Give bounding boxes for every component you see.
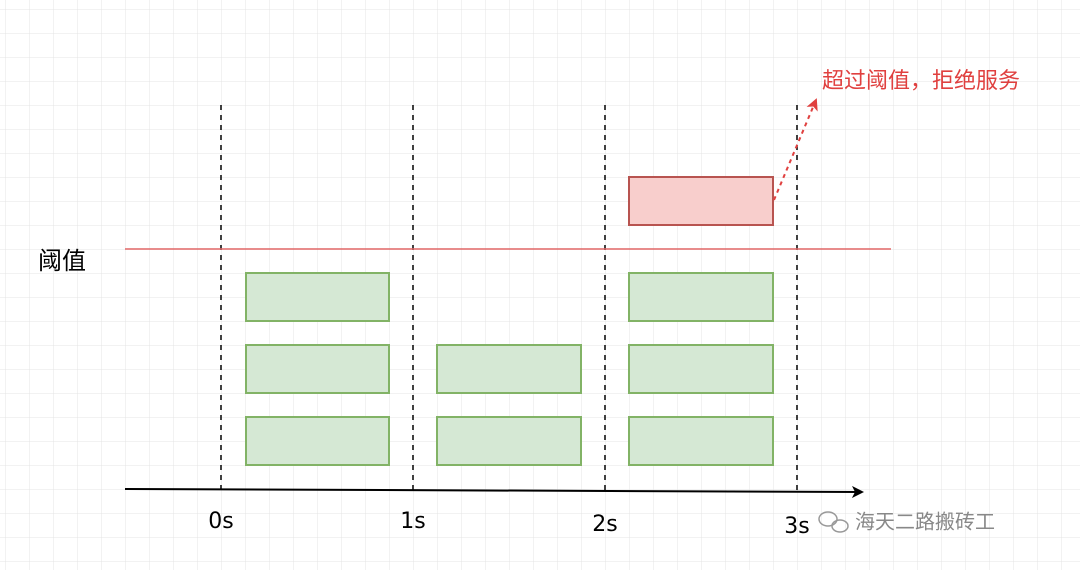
- request-box: [245, 344, 390, 394]
- request-boxes: [245, 272, 774, 466]
- reject-arrow: [773, 98, 818, 201]
- request-box: [628, 344, 774, 394]
- tick-label: 3s: [784, 514, 809, 539]
- time-axis: [124, 485, 864, 498]
- watermark-text: 海天二路搬砖工: [855, 510, 995, 534]
- watermark: 海天二路搬砖工: [818, 510, 995, 534]
- request-box: [436, 344, 582, 394]
- annotation: 超过阈值，拒绝服务: [822, 69, 1020, 94]
- request-box: [245, 416, 390, 466]
- rejected-box: [628, 176, 774, 226]
- tick-label: 2s: [592, 512, 617, 537]
- request-box: [628, 416, 774, 466]
- request-box: [245, 272, 390, 322]
- window-dividers: [220, 105, 798, 490]
- request-box: [436, 416, 582, 466]
- threshold-label: 阈值: [38, 247, 86, 275]
- tick-label: 0s: [208, 509, 233, 534]
- request-box: [628, 272, 774, 322]
- watermark-icon: [818, 511, 849, 533]
- tick-label: 1s: [400, 509, 425, 534]
- tick-labels: 0s 1s 2s 3s: [208, 509, 809, 539]
